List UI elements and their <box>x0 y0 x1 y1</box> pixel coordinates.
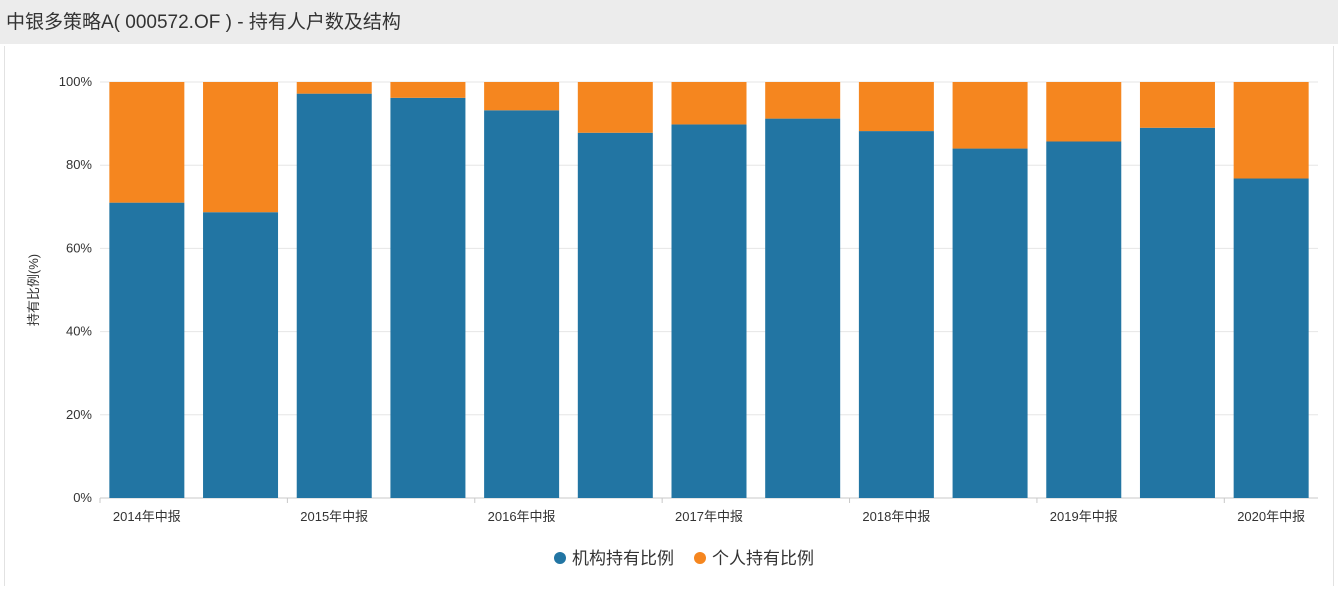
bar-individual <box>1046 82 1122 142</box>
bar-individual <box>203 82 279 213</box>
bar-institutional <box>765 118 841 498</box>
y-tick-label: 80% <box>66 157 92 172</box>
bar-institutional <box>109 202 185 498</box>
bar-institutional <box>1139 127 1215 498</box>
y-tick-label: 0% <box>73 490 92 505</box>
x-tick-label: 2017年中报 <box>675 509 743 524</box>
bar-institutional <box>203 212 279 498</box>
chart-title: 中银多策略A( 000572.OF ) - 持有人户数及结构 <box>6 12 401 33</box>
x-tick-label: 2016年中报 <box>488 509 556 524</box>
chart-header: 中银多策略A( 000572.OF ) - 持有人户数及结构 <box>0 0 1338 44</box>
legend-marker-individual <box>694 552 706 564</box>
bar-individual <box>858 82 934 132</box>
x-tick-label: 2014年中报 <box>113 509 181 524</box>
bar-individual <box>577 82 653 133</box>
bar-institutional <box>484 110 560 499</box>
bar-institutional <box>1233 178 1309 498</box>
bar-institutional <box>1046 141 1122 498</box>
bar-institutional <box>390 97 466 499</box>
legend-label: 个人持有比例 <box>712 549 814 568</box>
bar-individual <box>484 82 560 111</box>
bar-institutional <box>296 93 372 498</box>
bar-institutional <box>671 124 747 498</box>
bar-individual <box>296 82 372 94</box>
y-tick-label: 40% <box>66 324 92 339</box>
bar-institutional <box>577 132 653 498</box>
y-tick-label: 60% <box>66 240 92 255</box>
y-tick-label: 20% <box>66 407 92 422</box>
bar-individual <box>1139 82 1215 128</box>
bar-individual <box>765 82 841 119</box>
bar-individual <box>390 82 466 98</box>
bar-institutional <box>952 148 1028 498</box>
legend-marker-institutional <box>554 552 566 564</box>
x-tick-label: 2020年中报 <box>1237 509 1305 524</box>
bar-individual <box>671 82 747 125</box>
bar-institutional <box>858 131 934 498</box>
x-tick-label: 2018年中报 <box>862 509 930 524</box>
x-tick-label: 2019年中报 <box>1050 509 1118 524</box>
bar-individual <box>952 82 1028 149</box>
bar-individual <box>1233 82 1309 179</box>
x-tick-label: 2015年中报 <box>300 509 368 524</box>
y-axis-title: 持有比例(%) <box>26 254 41 326</box>
bar-individual <box>109 82 185 203</box>
y-tick-label: 100% <box>59 74 93 89</box>
legend-label: 机构持有比例 <box>572 549 674 568</box>
